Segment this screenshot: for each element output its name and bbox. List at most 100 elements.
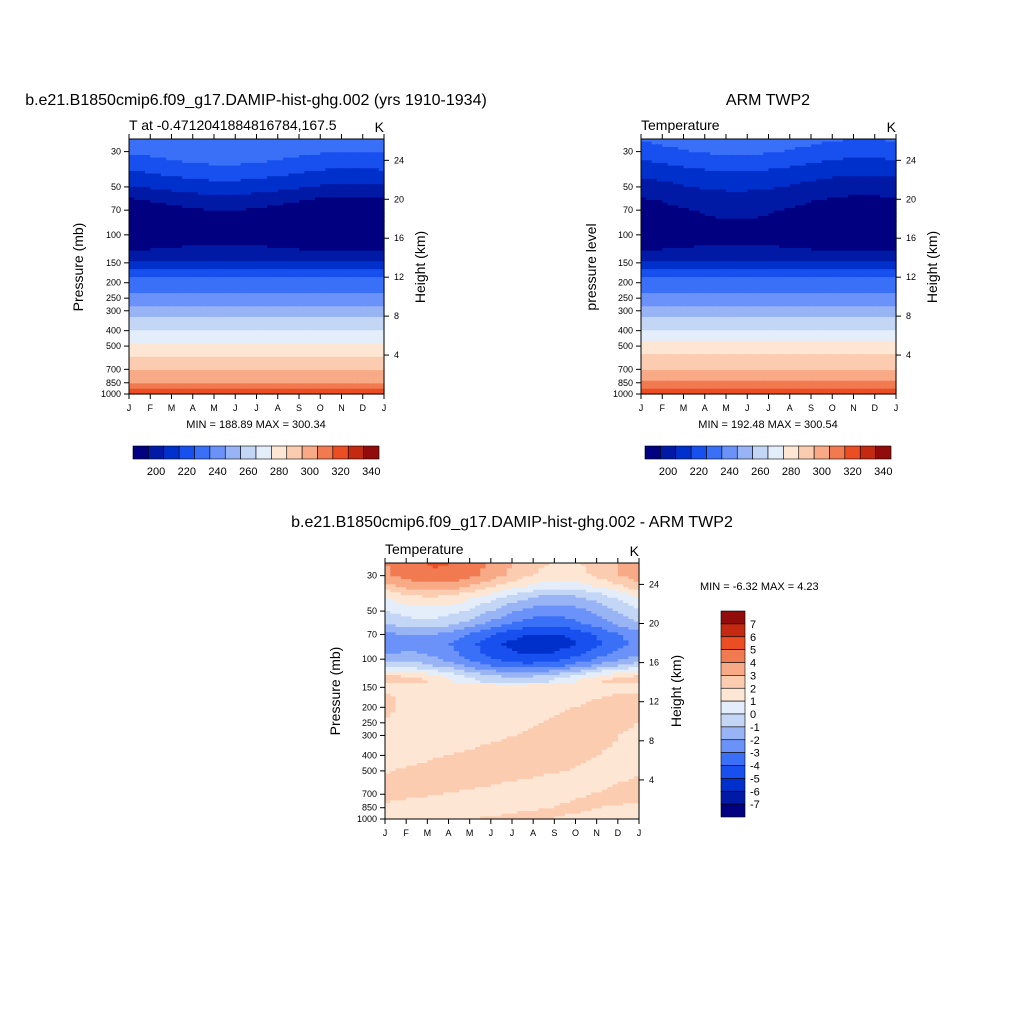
contour-cell: [176, 237, 183, 241]
contour-cell: [314, 247, 321, 252]
contour-cell: [272, 176, 279, 180]
contour-cell: [198, 237, 204, 241]
contour-cell: [139, 205, 146, 209]
contour-cell: [134, 189, 141, 193]
contour-cell: [235, 194, 242, 199]
contour-cell: [144, 170, 151, 175]
contour-cell: [288, 242, 295, 246]
contour-cell: [240, 234, 247, 238]
contour-cell: [261, 253, 268, 257]
contour-cell: [134, 237, 141, 241]
contour-cell: [144, 157, 151, 161]
contour-cell: [187, 261, 194, 265]
contour-cell: [155, 239, 162, 244]
contour-cell: [378, 221, 385, 225]
contour-cell: [330, 226, 337, 230]
contour-cell: [362, 245, 369, 249]
contour-cell: [129, 149, 135, 153]
contour-cell: [160, 226, 167, 230]
contour-cell: [182, 157, 189, 161]
contour-cell: [309, 237, 316, 241]
contour-cell: [203, 168, 210, 172]
contour-cell: [378, 245, 385, 249]
contour-cell: [352, 194, 359, 199]
contour-cell: [304, 210, 311, 214]
contour-cell: [267, 176, 274, 180]
contour-cell: [368, 224, 374, 228]
contour-cell: [320, 237, 327, 241]
contour-cell: [288, 231, 295, 236]
contour-cell: [251, 205, 258, 209]
contour-cell: [362, 144, 369, 148]
contour-cell: [235, 160, 242, 164]
contour-cell: [362, 186, 369, 191]
contour-cell: [320, 218, 327, 222]
contour-cell: [224, 221, 231, 225]
contour-cell: [198, 245, 204, 249]
contour-cell: [283, 261, 289, 265]
contour-cell: [203, 239, 210, 244]
contour-cell: [283, 253, 289, 257]
contour-cell: [219, 226, 226, 230]
contour-cell: [346, 231, 353, 236]
contour-cell: [299, 213, 305, 217]
contour-cell: [336, 176, 343, 180]
contour-cell: [341, 250, 348, 254]
contour-cell: [320, 170, 327, 175]
contour-cell: [245, 170, 252, 175]
contour-cell: [208, 237, 215, 241]
contour-cell: [288, 186, 295, 191]
contour-cell: [182, 255, 189, 260]
contour-cell: [261, 165, 268, 169]
contour-cell: [283, 208, 289, 212]
contour-cell: [272, 154, 279, 159]
contour-cell: [187, 176, 194, 180]
contour-cell: [229, 208, 236, 212]
contour-cell: [229, 181, 236, 185]
contour-cell: [176, 157, 183, 161]
contour-cell: [155, 146, 162, 151]
contour-cell: [330, 216, 337, 220]
contour-cell: [346, 226, 353, 230]
contour-cell: [299, 237, 305, 241]
contour-cell: [150, 253, 157, 257]
contour-cell: [129, 146, 135, 151]
contour-cell: [341, 144, 348, 148]
contour-cell: [129, 218, 135, 222]
contour-cell: [129, 144, 135, 148]
contour-cell: [330, 178, 337, 183]
contour-cell: [346, 258, 353, 262]
contour-cell: [288, 234, 295, 238]
contour-cell: [293, 176, 300, 180]
contour-cell: [192, 152, 199, 156]
contour-cell: [251, 152, 258, 156]
contour-cell: [314, 139, 321, 143]
contour-cell: [277, 197, 284, 201]
contour-cell: [378, 152, 385, 156]
contour-cell: [261, 192, 268, 196]
contour-cell: [182, 176, 189, 180]
contour-cell: [304, 194, 311, 199]
contour-cell: [208, 149, 215, 153]
contour-cell: [134, 253, 141, 257]
contour-cell: [267, 202, 274, 207]
contour-cell: [240, 160, 247, 164]
contour-cell: [129, 221, 135, 225]
contour-cell: [150, 146, 157, 151]
contour-cell: [176, 242, 183, 246]
contour-cell: [304, 234, 311, 238]
contour-cell: [144, 237, 151, 241]
contour-cell: [378, 176, 385, 180]
contour-cell: [251, 184, 258, 188]
contour-cell: [283, 165, 289, 169]
contour-cell: [325, 242, 332, 246]
contour-cell: [139, 184, 146, 188]
contour-cell: [240, 213, 247, 217]
contour-cell: [373, 218, 380, 222]
contour-cell: [283, 250, 289, 254]
contour-cell: [235, 178, 242, 183]
contour-cell: [203, 234, 210, 238]
contour-cell: [150, 239, 157, 244]
contour-cell: [144, 234, 151, 238]
